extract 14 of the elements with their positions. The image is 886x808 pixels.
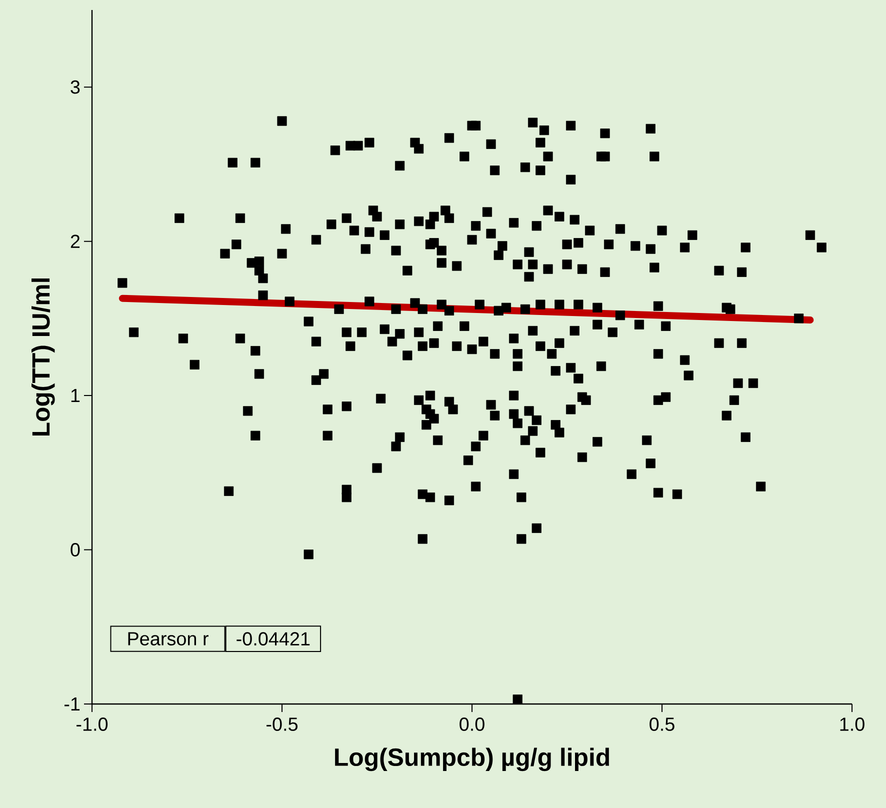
y-tick-label: 0 bbox=[70, 543, 80, 556]
annotation: -0.04421 bbox=[236, 632, 310, 646]
y-tick-label: 1 bbox=[71, 389, 80, 402]
annotation: Pearson r bbox=[128, 632, 208, 646]
y-tick-label: 2 bbox=[70, 234, 80, 248]
x-tick-label: -1.0 bbox=[76, 718, 108, 731]
x-tick-label: 0.0 bbox=[460, 718, 484, 731]
x-tick-label: 0.5 bbox=[650, 718, 674, 731]
y-tick-label: -1 bbox=[64, 697, 80, 710]
x-tick-label: -0.5 bbox=[266, 718, 298, 731]
y-axis-title: Log(TT) IU/ml bbox=[31, 278, 55, 436]
y-tick-label: 3 bbox=[70, 80, 80, 94]
x-tick-label: 1.0 bbox=[840, 718, 864, 731]
x-axis-title: Log(Sumpcb) µg/g lipid bbox=[335, 748, 609, 772]
